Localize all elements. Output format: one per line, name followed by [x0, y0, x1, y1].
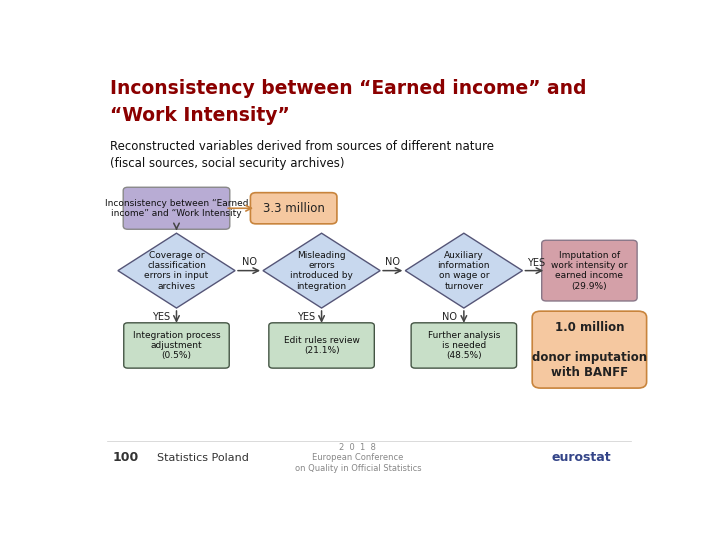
Polygon shape — [118, 233, 235, 308]
FancyBboxPatch shape — [251, 193, 337, 224]
Text: Auxiliary
information
on wage or
turnover: Auxiliary information on wage or turnove… — [438, 251, 490, 291]
Text: YES: YES — [527, 258, 546, 268]
Text: Reconstructed variables derived from sources of different nature: Reconstructed variables derived from sou… — [109, 140, 493, 153]
Text: NO: NO — [241, 257, 256, 267]
Text: 3.3 million: 3.3 million — [263, 202, 325, 215]
Text: YES: YES — [297, 312, 315, 322]
Polygon shape — [405, 233, 523, 308]
Text: Integration process
adjustment
(0.5%): Integration process adjustment (0.5%) — [132, 330, 220, 360]
FancyBboxPatch shape — [123, 187, 230, 230]
FancyBboxPatch shape — [411, 323, 516, 368]
Text: Coverage or
classification
errors in input
archives: Coverage or classification errors in inp… — [145, 251, 209, 291]
FancyBboxPatch shape — [532, 311, 647, 388]
Polygon shape — [263, 233, 380, 308]
Text: 100: 100 — [112, 451, 138, 464]
Text: NO: NO — [442, 312, 457, 322]
Text: 2  0  1  8
European Conference
on Quality in Official Statistics: 2 0 1 8 European Conference on Quality i… — [294, 443, 421, 472]
Text: Edit rules review
(21.1%): Edit rules review (21.1%) — [284, 336, 359, 355]
Text: Misleading
errors
introduced by
integration: Misleading errors introduced by integrat… — [290, 251, 353, 291]
Text: 1.0 million

donor imputation
with BANFF: 1.0 million donor imputation with BANFF — [532, 321, 647, 379]
FancyBboxPatch shape — [541, 240, 637, 301]
Text: NO: NO — [385, 257, 400, 267]
Text: (fiscal sources, social security archives): (fiscal sources, social security archive… — [109, 157, 344, 170]
FancyBboxPatch shape — [124, 323, 229, 368]
Text: eurostat: eurostat — [552, 451, 611, 464]
Text: Imputation of
work intensity or
earned income
(29.9%): Imputation of work intensity or earned i… — [552, 251, 628, 291]
Text: Inconsistency between “Earned
income” and “Work Intensity: Inconsistency between “Earned income” an… — [104, 199, 248, 218]
Text: Inconsistency between “Earned income” and: Inconsistency between “Earned income” an… — [109, 79, 586, 98]
Text: Further analysis
is needed
(48.5%): Further analysis is needed (48.5%) — [428, 330, 500, 360]
Text: Statistics Poland: Statistics Poland — [157, 453, 249, 463]
FancyBboxPatch shape — [269, 323, 374, 368]
Text: YES: YES — [152, 312, 170, 322]
Text: “Work Intensity”: “Work Intensity” — [109, 106, 289, 125]
